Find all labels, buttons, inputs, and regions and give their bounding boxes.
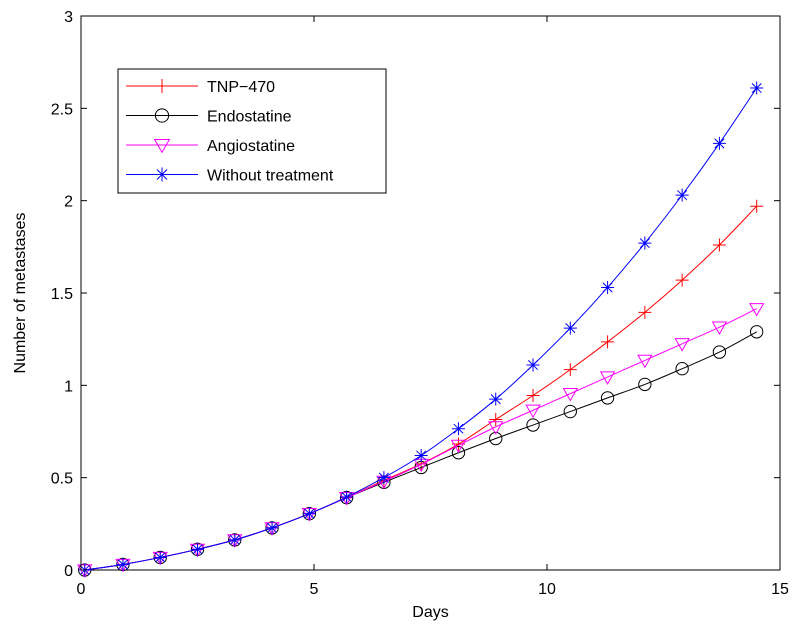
data-point-circle xyxy=(154,108,170,123)
x-tick-label: 0 xyxy=(77,581,86,598)
y-tick-label: 0 xyxy=(64,563,73,580)
y-tick-label: 1 xyxy=(64,378,73,395)
y-tick-label: 2 xyxy=(64,194,73,211)
x-axis-title: Days xyxy=(412,604,448,621)
legend-label: Angiostatine xyxy=(207,138,295,155)
data-point-triangle xyxy=(599,371,616,385)
data-point-triangle xyxy=(153,138,171,154)
y-tick-label: 3 xyxy=(64,9,73,26)
data-point-circle xyxy=(600,391,615,405)
data-point-star xyxy=(414,449,428,463)
legend-label: Without treatment xyxy=(207,168,334,185)
data-point-triangle xyxy=(450,439,467,454)
data-point-star xyxy=(116,557,130,571)
legend-item: TNP−470 xyxy=(126,79,275,96)
y-tick-label: 1.5 xyxy=(51,286,73,303)
data-point-star xyxy=(675,188,689,202)
data-point-triangle xyxy=(674,338,690,352)
x-tick-label: 15 xyxy=(771,581,789,598)
data-point-star xyxy=(526,358,540,372)
legend-item: Endostatine xyxy=(126,108,292,126)
data-point-triangle xyxy=(562,388,578,402)
data-point-plus xyxy=(563,363,577,377)
data-point-plus xyxy=(601,335,615,349)
legend-box xyxy=(117,68,387,194)
data-point-star xyxy=(228,533,242,547)
data-point-circle xyxy=(638,377,652,392)
data-point-star xyxy=(153,550,167,564)
data-point-star xyxy=(489,392,503,406)
data-point-triangle xyxy=(488,421,504,435)
data-point-star xyxy=(712,136,726,150)
y-tick-label: 2.5 xyxy=(51,101,73,118)
x-tick-label: 5 xyxy=(310,581,319,598)
data-point-triangle xyxy=(749,303,765,317)
ticks-layer: 0 5 10 15 0 0.5 1 1.5 2 2.5 3 xyxy=(51,9,789,598)
data-point-star xyxy=(302,507,316,521)
data-point-star xyxy=(377,471,391,485)
legend: TNP−470 Endostatine Angiostatine Without tr… xyxy=(117,68,387,194)
data-point-triangle xyxy=(525,404,541,419)
data-point-star xyxy=(638,236,652,250)
data-point-star xyxy=(265,521,279,535)
data-point-star xyxy=(191,542,204,556)
data-point-star xyxy=(155,167,169,182)
data-point-circle xyxy=(750,325,764,339)
data-point-triangle xyxy=(637,354,653,369)
data-point-circle xyxy=(489,431,503,446)
data-point-plus xyxy=(526,388,540,402)
data-point-plus xyxy=(750,199,764,213)
data-point-star xyxy=(340,490,354,504)
data-point-star xyxy=(750,81,764,95)
y-tick-label: 0.5 xyxy=(51,471,73,488)
data-point-circle xyxy=(712,345,727,359)
data-point-star xyxy=(451,422,465,436)
legend-label: TNP−470 xyxy=(207,79,275,96)
legend-item: Without treatment xyxy=(126,167,334,185)
data-point-plus xyxy=(712,238,726,252)
series-layer xyxy=(77,81,765,578)
data-point-circle xyxy=(675,362,689,376)
data-point-plus xyxy=(155,79,169,93)
data-point-triangle xyxy=(711,321,728,335)
x-tick-label: 10 xyxy=(538,581,556,598)
legend-item: Angiostatine xyxy=(126,138,295,155)
data-point-star xyxy=(601,280,615,294)
data-point-circle xyxy=(526,418,540,432)
data-point-circle xyxy=(563,404,577,419)
data-point-plus xyxy=(638,305,652,319)
y-axis-title: Number of metastases xyxy=(12,213,29,374)
data-point-star xyxy=(563,321,577,335)
data-point-circle xyxy=(451,446,466,460)
legend-label: Endostatine xyxy=(207,109,292,126)
data-point-plus xyxy=(675,273,689,287)
data-point-plus xyxy=(489,412,503,426)
